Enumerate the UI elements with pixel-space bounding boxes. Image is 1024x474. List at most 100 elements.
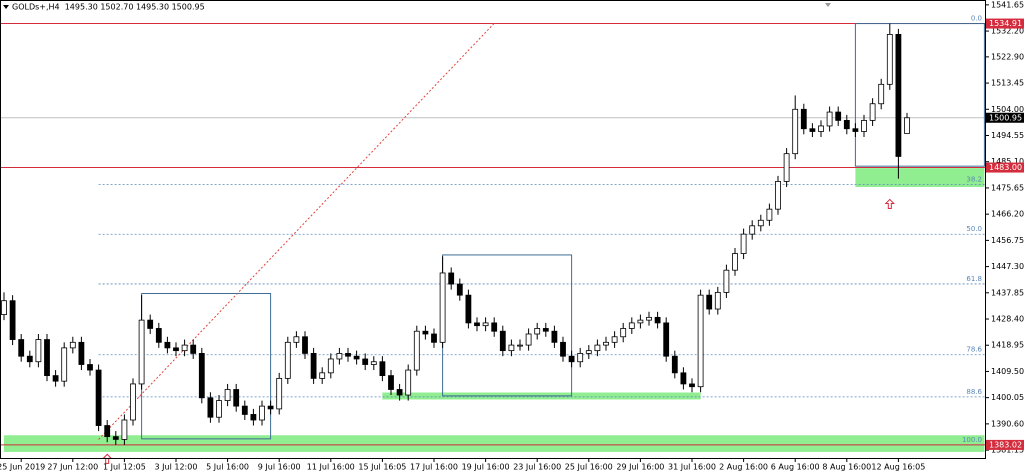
y-tick-label: 1418.95	[991, 341, 1024, 350]
x-tick-label: 3 Jul 12:00	[155, 463, 198, 472]
x-tick-label: 25 Jun 2019	[0, 463, 45, 472]
candle-body	[680, 372, 687, 385]
candle-body	[861, 119, 867, 132]
candle-body	[594, 344, 601, 352]
legend-text: GOLDs+,H4 1495.30 1502.70 1495.30 1500.9…	[12, 3, 205, 12]
candle-body	[654, 316, 661, 324]
candle-body	[431, 333, 437, 343]
candle-body	[826, 111, 833, 127]
candle-body	[9, 300, 16, 340]
y-tick-label: 1494.55	[991, 131, 1024, 140]
fib-level-label: 61.8	[966, 275, 982, 283]
candle-body	[413, 330, 420, 371]
candle-body	[336, 353, 343, 360]
candle-body	[216, 400, 222, 418]
fib-level-label: 0.0	[971, 15, 982, 23]
front-layer: 0.0 38.2 50.0 61.8 78.6 88.6 100.0	[101, 15, 983, 464]
price-label-bg	[986, 112, 1024, 123]
candle-body	[542, 328, 549, 332]
candle-body	[637, 319, 644, 324]
x-tick-label: 1 Jul 12:05	[103, 463, 146, 472]
mid-layer	[1, 22, 985, 445]
candle-body	[706, 294, 713, 310]
candle-body	[628, 322, 635, 329]
candle-body	[267, 405, 274, 410]
candle-body	[319, 372, 326, 379]
candle-body	[164, 341, 171, 349]
candle-body	[104, 425, 111, 438]
candle-body	[233, 389, 240, 407]
symbol-marker	[3, 5, 9, 9]
candle-body	[697, 294, 704, 388]
candle-body	[173, 347, 179, 352]
candle-body	[138, 319, 145, 385]
candle-body	[809, 128, 816, 132]
candle-body	[534, 328, 541, 335]
candle-body	[26, 355, 33, 363]
y-tick-label: 1504.00	[991, 105, 1024, 114]
candle-body	[491, 322, 498, 332]
candle-body	[775, 181, 781, 210]
y-tick-label: 1475.65	[991, 183, 1024, 192]
x-tick-label: 25 Jul 16:00	[565, 463, 613, 472]
fib-level-label: 38.2	[966, 176, 982, 184]
candle-body	[87, 364, 93, 371]
candle-body	[560, 341, 566, 357]
candle-body	[121, 419, 128, 440]
candle-body	[517, 344, 523, 347]
candle-body	[740, 233, 747, 254]
candle-body	[439, 272, 446, 343]
x-tick-label: 11 Jul 16:00	[307, 463, 355, 472]
fib-level-label: 78.6	[966, 346, 982, 354]
x-tick-label: 31 Jul 16:00	[668, 463, 716, 472]
candle-body	[207, 397, 214, 418]
x-tick-label: 29 Jul 16:00	[616, 463, 664, 472]
candle-body	[878, 83, 885, 105]
candle-body	[663, 322, 670, 357]
y-tick-label: 1466.20	[991, 210, 1024, 219]
candle-body	[181, 344, 188, 352]
candle-body	[904, 117, 910, 134]
candle-body	[551, 330, 558, 343]
price-label: 1534.91	[989, 19, 1022, 28]
y-tick-label: 1437.85	[991, 288, 1024, 297]
candle-body	[792, 108, 799, 155]
y-tick-label: 1390.60	[991, 419, 1024, 428]
candle-body	[18, 339, 25, 357]
y-tick-label: 1409.50	[991, 367, 1024, 376]
candle-body	[250, 414, 257, 421]
candle-body	[95, 369, 102, 426]
candle-body	[732, 253, 738, 271]
fib-level-label: 100.0	[962, 436, 982, 444]
candle-body	[362, 358, 369, 365]
price-label: 1483.00	[989, 163, 1022, 172]
fib-level-label: 88.6	[966, 388, 982, 396]
candle-body	[508, 344, 515, 352]
candle-body	[61, 347, 68, 382]
candle-body	[224, 389, 231, 401]
x-tick-label: 23 Jul 16:00	[513, 463, 561, 472]
candle-body	[783, 153, 790, 182]
candle-body	[396, 389, 403, 396]
x-tick-label: 9 Jul 16:00	[258, 463, 301, 472]
y-tick-label: 1513.45	[991, 79, 1024, 88]
y-tick-label: 1532.20	[991, 27, 1024, 36]
candle-body	[405, 369, 412, 396]
up-arrow	[884, 198, 896, 209]
range-box	[854, 23, 985, 167]
candle-body	[345, 353, 351, 357]
candle-body	[327, 358, 334, 374]
candle-body	[525, 333, 532, 346]
candle-body	[585, 350, 592, 354]
support-zone	[4, 435, 985, 452]
price-label: 1500.95	[989, 113, 1022, 122]
candle-body	[293, 336, 300, 343]
y-tick-label: 1381.15	[991, 446, 1024, 455]
candle-body	[456, 283, 463, 296]
candle-body	[689, 383, 695, 388]
shift-marker	[825, 3, 831, 7]
support-zone	[855, 168, 985, 187]
candle-body	[482, 322, 489, 327]
candle-body	[766, 208, 773, 221]
